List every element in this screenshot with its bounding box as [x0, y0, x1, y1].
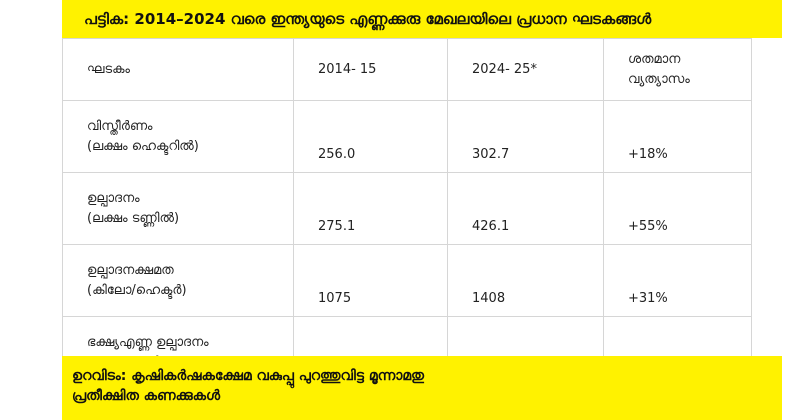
header-text: 2014- 15 — [318, 61, 377, 77]
header-cell: ശതമാന വ്യത്യാസം — [603, 38, 752, 101]
source-text: ഉറവിടം: കൃഷികർഷകക്ഷേമ വകുപ്പു പുറത്തുവിട… — [72, 368, 425, 384]
header-cell: ഘടകം — [62, 38, 294, 101]
source-text: പ്രതീക്ഷിത കണക്കുകൾ — [72, 388, 221, 404]
row-label: ഉല്പാദനം — [87, 190, 140, 206]
data-cell: +18% — [603, 100, 752, 173]
cell-value: +18% — [628, 147, 668, 162]
cell-value: 426.1 — [472, 219, 510, 234]
data-cell: +31% — [603, 244, 752, 317]
data-table: ഘടകം 2014- 15 2024- 25* ശതമാന വ്യത്യാസം വിസ്ത… — [62, 38, 752, 389]
row-label: (ലക്ഷം ടണ്ണിൽ) — [87, 210, 180, 226]
cell-value: +31% — [628, 291, 668, 306]
data-cell: 426.1 — [447, 172, 604, 245]
data-cell: +55% — [603, 172, 752, 245]
cell-value: 256.0 — [318, 147, 356, 162]
row-label: (കിലോ/ഹെക്ടർ) — [87, 282, 187, 298]
row-label: ഭക്ഷ്യഎണ്ണ ഉല്പാദനം — [87, 334, 209, 350]
data-cell: 1075 — [293, 244, 448, 317]
data-row: ഉല്പാദനം (ലക്ഷം ടണ്ണിൽ) 275.1 426.1 +55% — [62, 172, 752, 245]
data-cell: ഉല്പാദനം (ലക്ഷം ടണ്ണിൽ) — [62, 172, 294, 245]
table-title: പട്ടിക: 2014–2024 വരെ ഇന്ത്യയുടെ എണ്ണക്ക… — [62, 0, 782, 38]
data-cell: ഉല്പാദനക്ഷമത (കിലോ/ഹെക്ടർ) — [62, 244, 294, 317]
data-cell: 1408 — [447, 244, 604, 317]
header-cell: 2024- 25* — [447, 38, 604, 101]
header-text: 2024- 25* — [472, 61, 537, 77]
data-row: വിസ്തീർണം (ലക്ഷം ഹെക്ടറിൽ) 256.0 302.7 +18% — [62, 100, 752, 173]
cell-value: 275.1 — [318, 219, 356, 234]
header-cell: 2014- 15 — [293, 38, 448, 101]
data-cell: 302.7 — [447, 100, 604, 173]
cell-value: 1408 — [472, 291, 506, 306]
data-cell: 256.0 — [293, 100, 448, 173]
row-label: വിസ്തീർണം — [87, 118, 153, 134]
row-label: ഉല്പാദനക്ഷമത — [87, 262, 174, 278]
data-cell: വിസ്തീർണം (ലക്ഷം ഹെക്ടറിൽ) — [62, 100, 294, 173]
source-note: ഉറവിടം: കൃഷികർഷകക്ഷേമ വകുപ്പു പുറത്തുവിട… — [62, 356, 782, 420]
header-text: ശതമാന — [628, 51, 681, 67]
header-text: ഘടകം — [87, 61, 130, 77]
cell-value: +55% — [628, 219, 668, 234]
cell-value: 1075 — [318, 291, 352, 306]
header-row: ഘടകം 2014- 15 2024- 25* ശതമാന വ്യത്യാസം — [62, 38, 752, 101]
cell-value: 302.7 — [472, 147, 510, 162]
data-cell: 275.1 — [293, 172, 448, 245]
row-label: (ലക്ഷം ഹെക്ടറിൽ) — [87, 138, 199, 154]
data-row: ഉല്പാദനക്ഷമത (കിലോ/ഹെക്ടർ) 1075 1408 +31% — [62, 244, 752, 317]
header-text: വ്യത്യാസം — [628, 71, 690, 87]
